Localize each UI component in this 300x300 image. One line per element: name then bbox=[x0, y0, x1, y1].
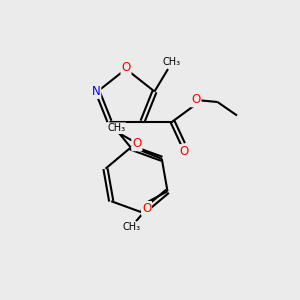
Text: CH₃: CH₃ bbox=[122, 222, 141, 232]
Text: N: N bbox=[92, 85, 100, 98]
Text: O: O bbox=[122, 61, 130, 74]
Text: CH₃: CH₃ bbox=[107, 123, 125, 133]
Text: O: O bbox=[191, 93, 200, 106]
Text: CH₃: CH₃ bbox=[163, 57, 181, 68]
Text: O: O bbox=[142, 202, 151, 215]
Text: O: O bbox=[180, 145, 189, 158]
Text: O: O bbox=[132, 137, 142, 150]
